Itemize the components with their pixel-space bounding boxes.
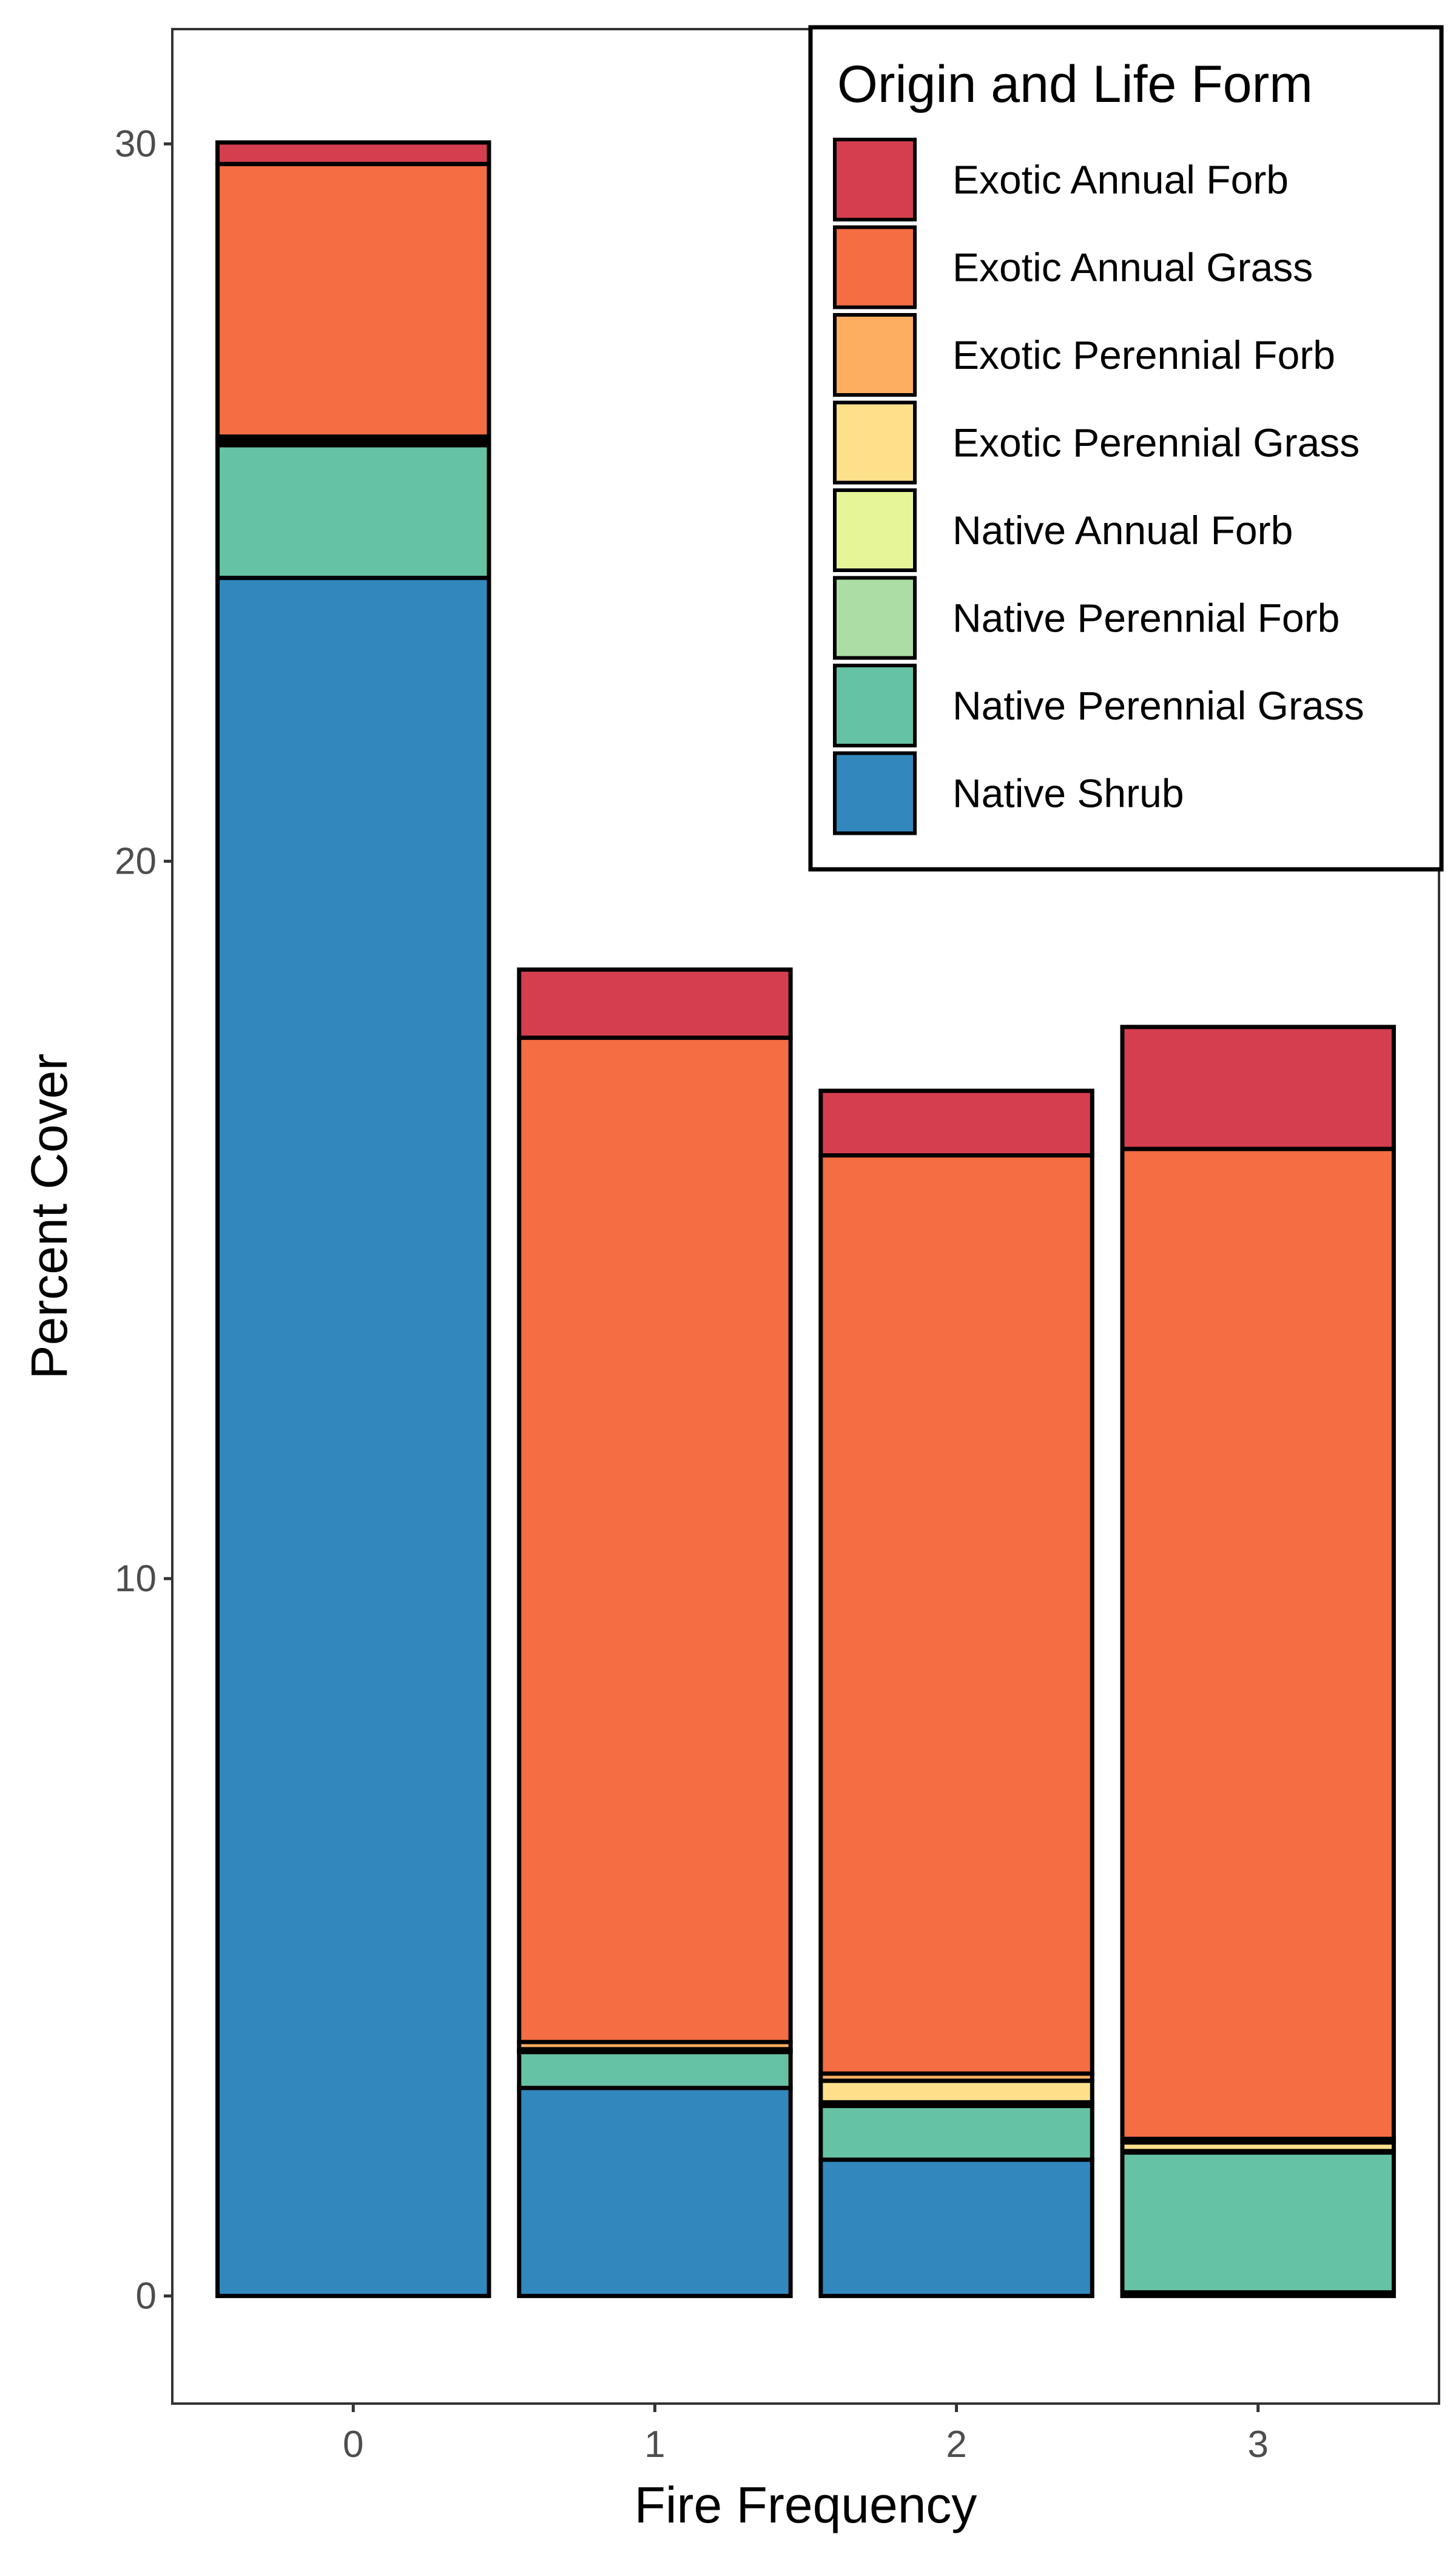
legend-key-exotic-annual-forb [833, 138, 917, 221]
y-tick-label-20: 20 [115, 841, 157, 883]
y-tick-label-0: 0 [136, 2276, 157, 2317]
plot-panel [171, 28, 1440, 2405]
y-axis: 0 10 20 30 [115, 123, 172, 2317]
x-tick-label-1: 1 [644, 2424, 665, 2465]
y-tick-label-30: 30 [115, 123, 157, 165]
x-tick-label-0: 0 [343, 2424, 363, 2465]
bar-exotic-annual-forb-fire-frequency-3 [1120, 1025, 1396, 1151]
bar-exotic-annual-forb-fire-frequency-1 [517, 967, 793, 1040]
bar-native-perennial-grass-fire-frequency-2 [818, 2103, 1094, 2162]
x-axis-title: Fire Frequency [635, 2476, 977, 2533]
bar-exotic-annual-grass-fire-frequency-2 [818, 1153, 1094, 2076]
bars-layer [215, 140, 1396, 2299]
x-tick-label-2: 2 [946, 2424, 966, 2465]
bar-native-shrub-fire-frequency-2 [818, 2157, 1094, 2299]
bar-native-perennial-grass-fire-frequency-1 [517, 2050, 793, 2091]
y-axis-title: Percent Cover [21, 1054, 78, 1380]
legend-label-exotic-annual-grass: Exotic Annual Grass [952, 245, 1313, 290]
bar-exotic-annual-forb-fire-frequency-2 [818, 1088, 1094, 1158]
x-tick-label-3: 3 [1247, 2424, 1268, 2465]
legend-key-exotic-perennial-forb [833, 313, 917, 397]
bar-exotic-annual-forb-fire-frequency-0 [215, 140, 491, 166]
legend-key-native-shrub [833, 751, 917, 835]
legend-label-native-perennial-forb: Native Perennial Forb [952, 596, 1340, 641]
bar-native-shrub-fire-frequency-0 [215, 576, 491, 2299]
y-tick-label-10: 10 [115, 1558, 157, 1600]
bar-native-perennial-grass-fire-frequency-3 [1120, 2150, 1396, 2295]
legend-key-exotic-perennial-grass [833, 400, 917, 485]
bar-native-perennial-grass-fire-frequency-0 [215, 443, 491, 581]
legend-title: Origin and Life Form [837, 55, 1313, 113]
bar-exotic-annual-grass-fire-frequency-1 [517, 1036, 793, 2044]
bar-exotic-perennial-grass-fire-frequency-2 [818, 2078, 1094, 2104]
legend-label-native-annual-forb: Native Annual Forb [952, 508, 1293, 553]
legend-label-native-perennial-grass: Native Perennial Grass [952, 683, 1364, 728]
legend-key-exotic-annual-grass [833, 225, 917, 309]
legend-key-native-perennial-grass [833, 664, 917, 747]
bar-exotic-annual-grass-fire-frequency-3 [1120, 1147, 1396, 2142]
legend-label-exotic-annual-forb: Exotic Annual Forb [952, 157, 1289, 202]
bar-exotic-annual-grass-fire-frequency-0 [215, 161, 491, 439]
legend-key-native-annual-forb [833, 488, 917, 572]
legend: Origin and Life Form Exotic Annual Forb E… [808, 25, 1444, 872]
legend-key-native-perennial-forb [833, 576, 917, 660]
legend-label-exotic-perennial-grass: Exotic Perennial Grass [952, 420, 1360, 465]
bar-native-shrub-fire-frequency-1 [517, 2086, 793, 2299]
legend-label-exotic-perennial-forb: Exotic Perennial Forb [952, 332, 1335, 377]
legend-label-native-shrub: Native Shrub [952, 771, 1184, 816]
x-axis: 0 1 2 3 [343, 2404, 1269, 2465]
